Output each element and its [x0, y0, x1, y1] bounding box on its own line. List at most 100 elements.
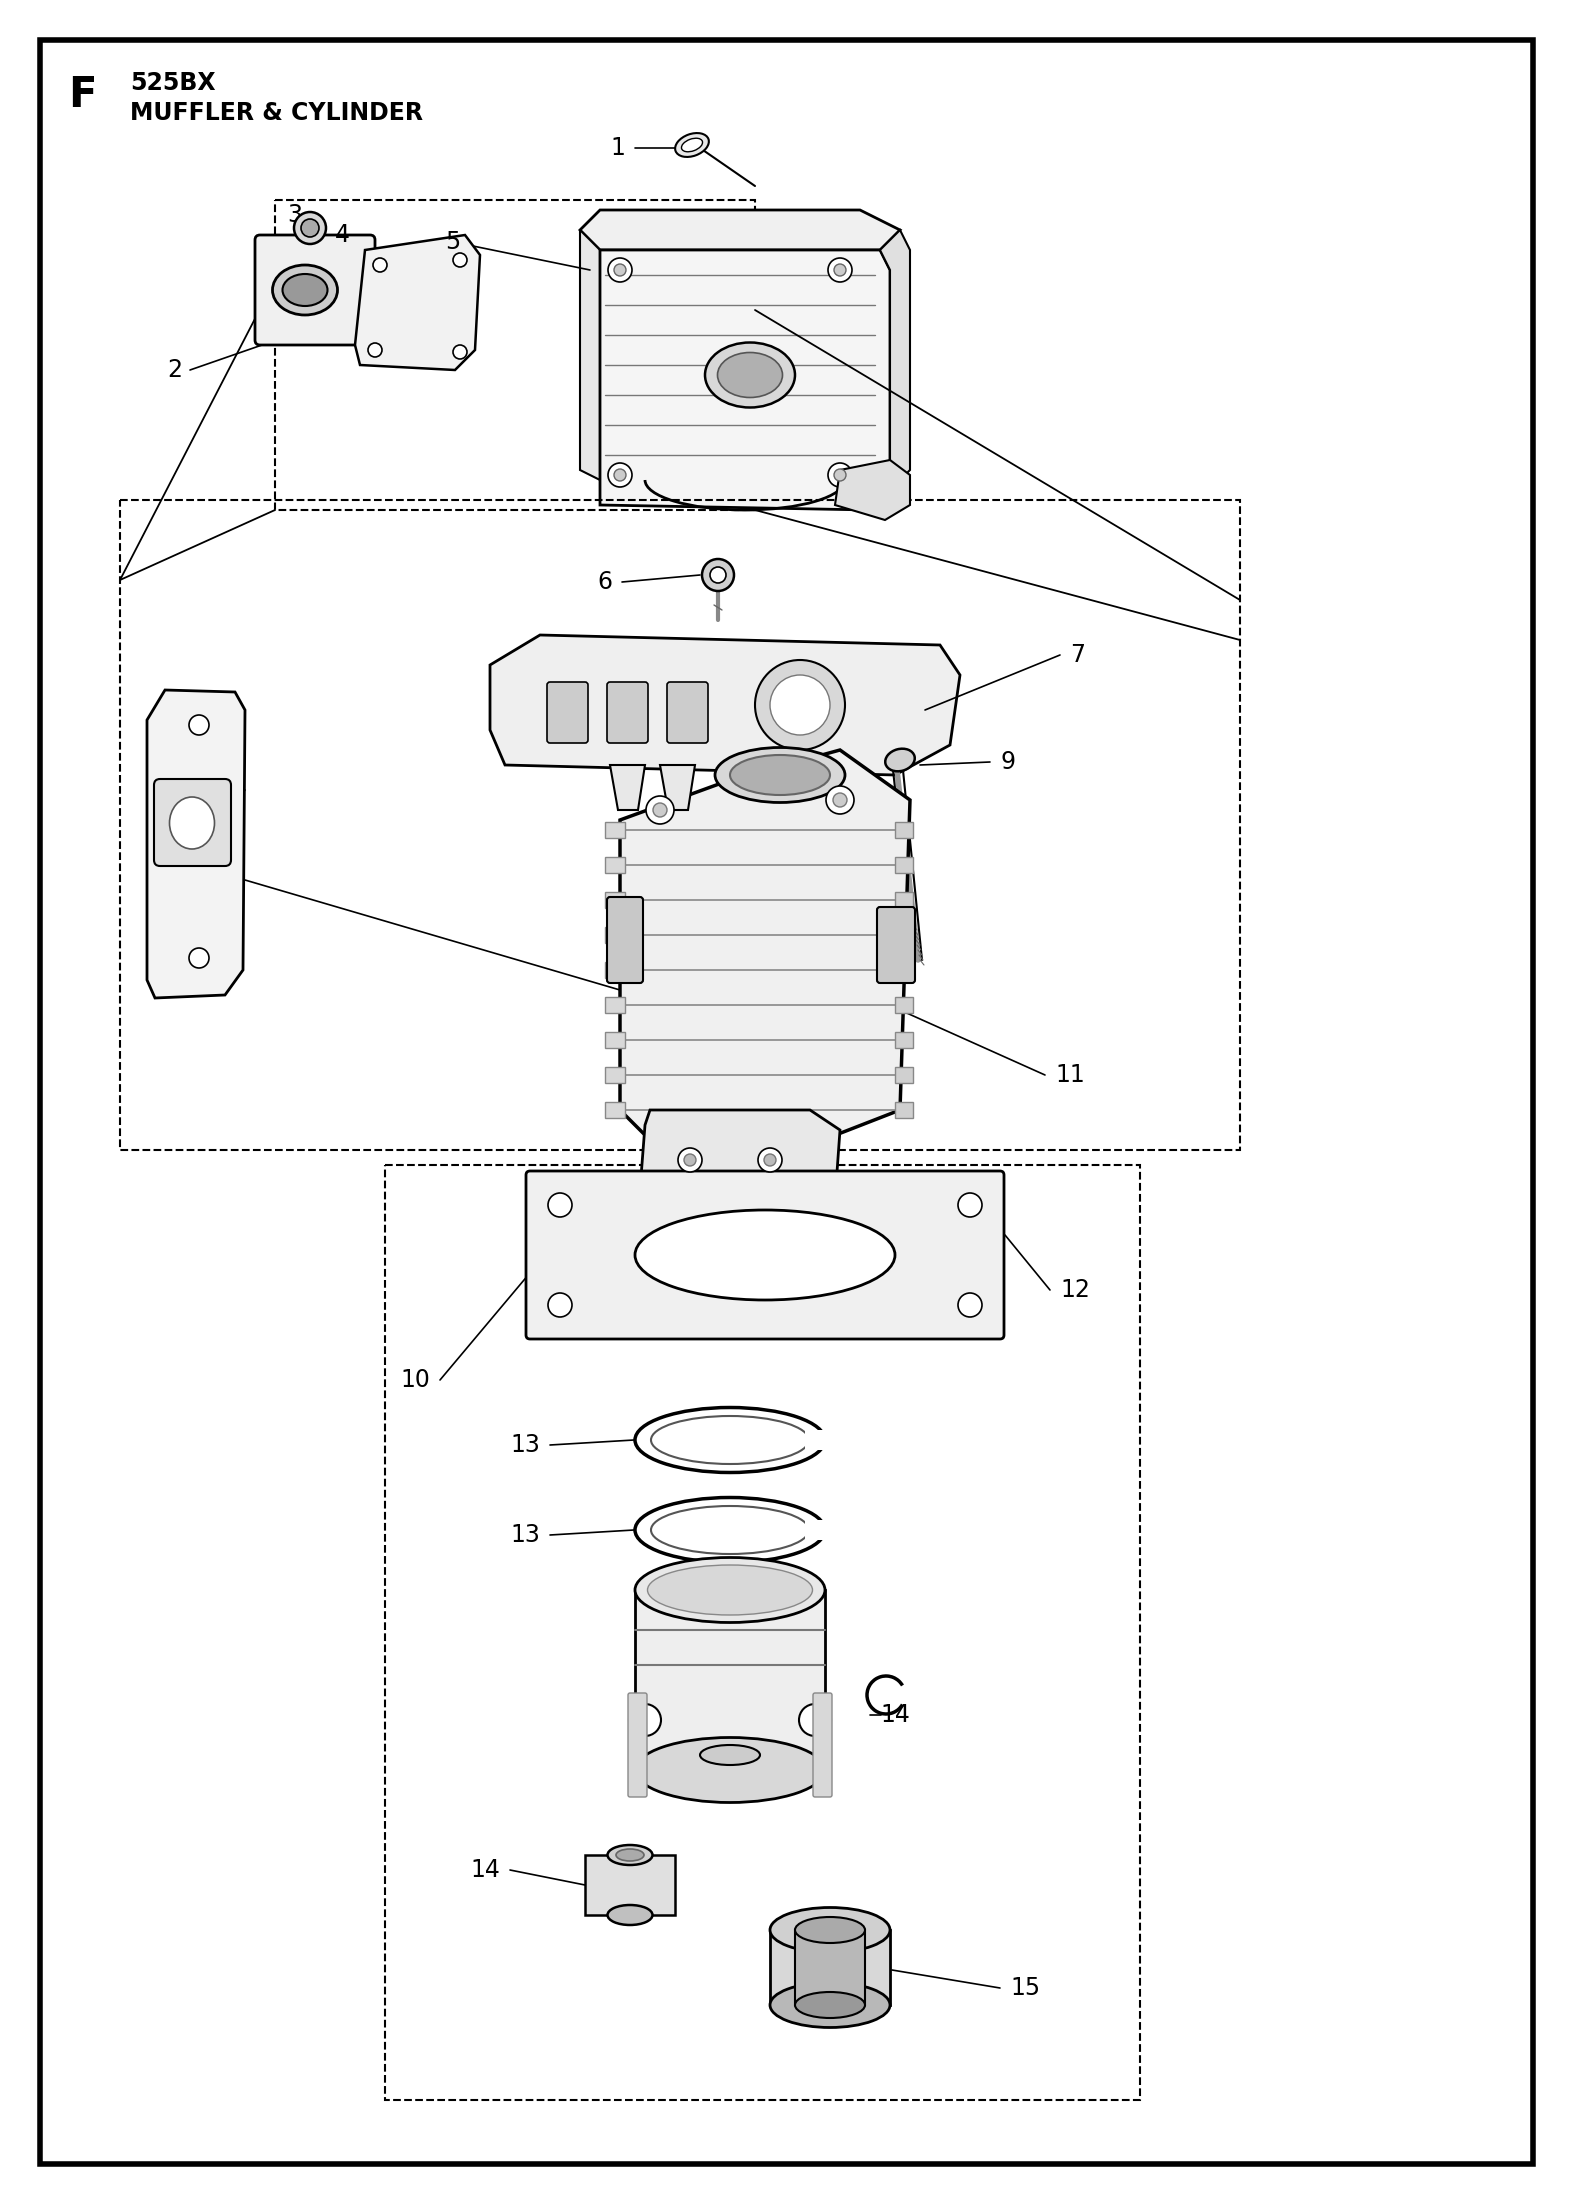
Polygon shape — [580, 209, 900, 249]
FancyBboxPatch shape — [525, 1170, 1004, 1340]
Bar — [771, 1931, 890, 2006]
Circle shape — [958, 1192, 982, 1217]
Bar — [805, 1430, 831, 1450]
Ellipse shape — [717, 353, 782, 397]
Polygon shape — [620, 749, 911, 1150]
Circle shape — [755, 659, 845, 749]
Circle shape — [771, 674, 831, 734]
Polygon shape — [610, 765, 645, 811]
Bar — [805, 1521, 831, 1541]
Bar — [606, 996, 624, 1014]
Bar — [895, 1102, 912, 1117]
Text: 4: 4 — [335, 223, 351, 247]
Ellipse shape — [700, 1746, 760, 1765]
Bar — [606, 893, 624, 908]
FancyBboxPatch shape — [667, 681, 708, 743]
Polygon shape — [640, 1111, 840, 1221]
Bar — [635, 1589, 824, 1770]
Circle shape — [189, 835, 209, 855]
Text: 11: 11 — [1055, 1062, 1085, 1087]
Polygon shape — [146, 690, 245, 998]
Ellipse shape — [771, 1906, 890, 1953]
Text: 8: 8 — [170, 849, 186, 873]
FancyBboxPatch shape — [628, 1693, 647, 1796]
Bar — [606, 961, 624, 979]
Text: 7: 7 — [1070, 644, 1085, 668]
Polygon shape — [580, 229, 599, 480]
Circle shape — [827, 258, 853, 282]
Text: 2: 2 — [167, 357, 182, 381]
Polygon shape — [599, 249, 890, 509]
Text: 13: 13 — [510, 1523, 540, 1547]
Circle shape — [826, 787, 854, 813]
Circle shape — [653, 802, 667, 818]
Bar — [606, 928, 624, 943]
Ellipse shape — [794, 1992, 865, 2019]
Circle shape — [300, 218, 319, 238]
Ellipse shape — [705, 342, 794, 408]
Text: 9: 9 — [1000, 749, 1015, 774]
Text: 525BX: 525BX — [131, 71, 216, 95]
Text: 1: 1 — [610, 137, 624, 161]
Circle shape — [709, 566, 727, 584]
Bar — [895, 822, 912, 838]
Circle shape — [294, 212, 326, 245]
Ellipse shape — [607, 1904, 653, 1924]
Text: 3: 3 — [286, 203, 302, 227]
Bar — [895, 1067, 912, 1082]
FancyBboxPatch shape — [154, 778, 231, 866]
Ellipse shape — [675, 132, 709, 156]
Circle shape — [678, 1148, 702, 1173]
Polygon shape — [661, 765, 695, 811]
Text: 6: 6 — [598, 571, 612, 595]
Ellipse shape — [283, 273, 327, 306]
Bar — [606, 822, 624, 838]
Circle shape — [189, 714, 209, 734]
Ellipse shape — [635, 1558, 824, 1622]
Bar — [585, 1856, 675, 1915]
Bar — [606, 1067, 624, 1082]
Bar — [895, 996, 912, 1014]
Text: F: F — [68, 75, 96, 117]
Circle shape — [702, 560, 735, 591]
Text: 14: 14 — [470, 1858, 500, 1882]
Bar — [895, 928, 912, 943]
Text: 12: 12 — [1060, 1278, 1090, 1303]
Text: 13: 13 — [510, 1433, 540, 1457]
Circle shape — [834, 793, 846, 807]
Ellipse shape — [648, 1565, 813, 1616]
Bar — [606, 857, 624, 873]
Ellipse shape — [771, 1984, 890, 2028]
Circle shape — [647, 796, 673, 824]
Bar — [895, 893, 912, 908]
Polygon shape — [835, 461, 911, 520]
Circle shape — [609, 258, 632, 282]
Bar — [895, 1031, 912, 1047]
Ellipse shape — [681, 139, 703, 152]
Text: 15: 15 — [1010, 1977, 1040, 1999]
Bar — [120, 500, 1240, 1150]
Bar — [275, 201, 755, 509]
Ellipse shape — [794, 1917, 865, 1944]
Ellipse shape — [716, 747, 845, 802]
FancyBboxPatch shape — [547, 681, 588, 743]
Ellipse shape — [730, 756, 831, 796]
Polygon shape — [491, 635, 960, 776]
Text: MUFFLER & CYLINDER: MUFFLER & CYLINDER — [131, 101, 423, 126]
Ellipse shape — [617, 1849, 643, 1860]
Circle shape — [834, 469, 846, 480]
Circle shape — [453, 346, 467, 359]
Ellipse shape — [170, 798, 214, 849]
Circle shape — [613, 264, 626, 276]
Text: 5: 5 — [445, 229, 459, 253]
Polygon shape — [355, 236, 480, 370]
FancyBboxPatch shape — [813, 1693, 832, 1796]
Circle shape — [609, 463, 632, 487]
Circle shape — [758, 1148, 782, 1173]
FancyBboxPatch shape — [255, 236, 374, 346]
FancyBboxPatch shape — [607, 681, 648, 743]
Ellipse shape — [635, 1210, 895, 1300]
Polygon shape — [879, 229, 911, 489]
Text: 10: 10 — [400, 1369, 429, 1393]
Circle shape — [764, 1155, 775, 1166]
